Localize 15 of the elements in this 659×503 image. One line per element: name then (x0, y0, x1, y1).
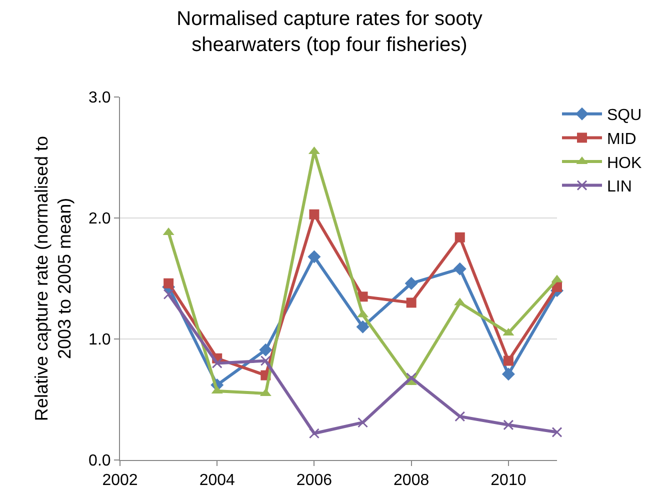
x-tick-label: 2008 (394, 472, 430, 490)
y-tick-label: 0.0 (88, 452, 111, 470)
y-tick-label: 3.0 (88, 90, 111, 107)
y-tick-label: 2.0 (88, 210, 111, 228)
x-tick-label: 2006 (296, 472, 332, 490)
legend-label: LIN (607, 178, 632, 196)
legend-label: MID (607, 130, 636, 148)
x-tick-label: 2010 (490, 472, 526, 490)
x-tick-label: 2004 (199, 472, 236, 490)
y-tick-label: 1.0 (88, 332, 111, 349)
legend-label: SQU (607, 107, 642, 124)
legend-label: HOK (607, 154, 642, 172)
y-axis-title: Relative capture rate (normalised to 2003 to 2005 mean) (31, 136, 75, 422)
chart-title: Normalised capture rates for sooty shearwaters (top four fisheries) (176, 8, 482, 56)
x-tick-label: 2002 (102, 472, 138, 490)
